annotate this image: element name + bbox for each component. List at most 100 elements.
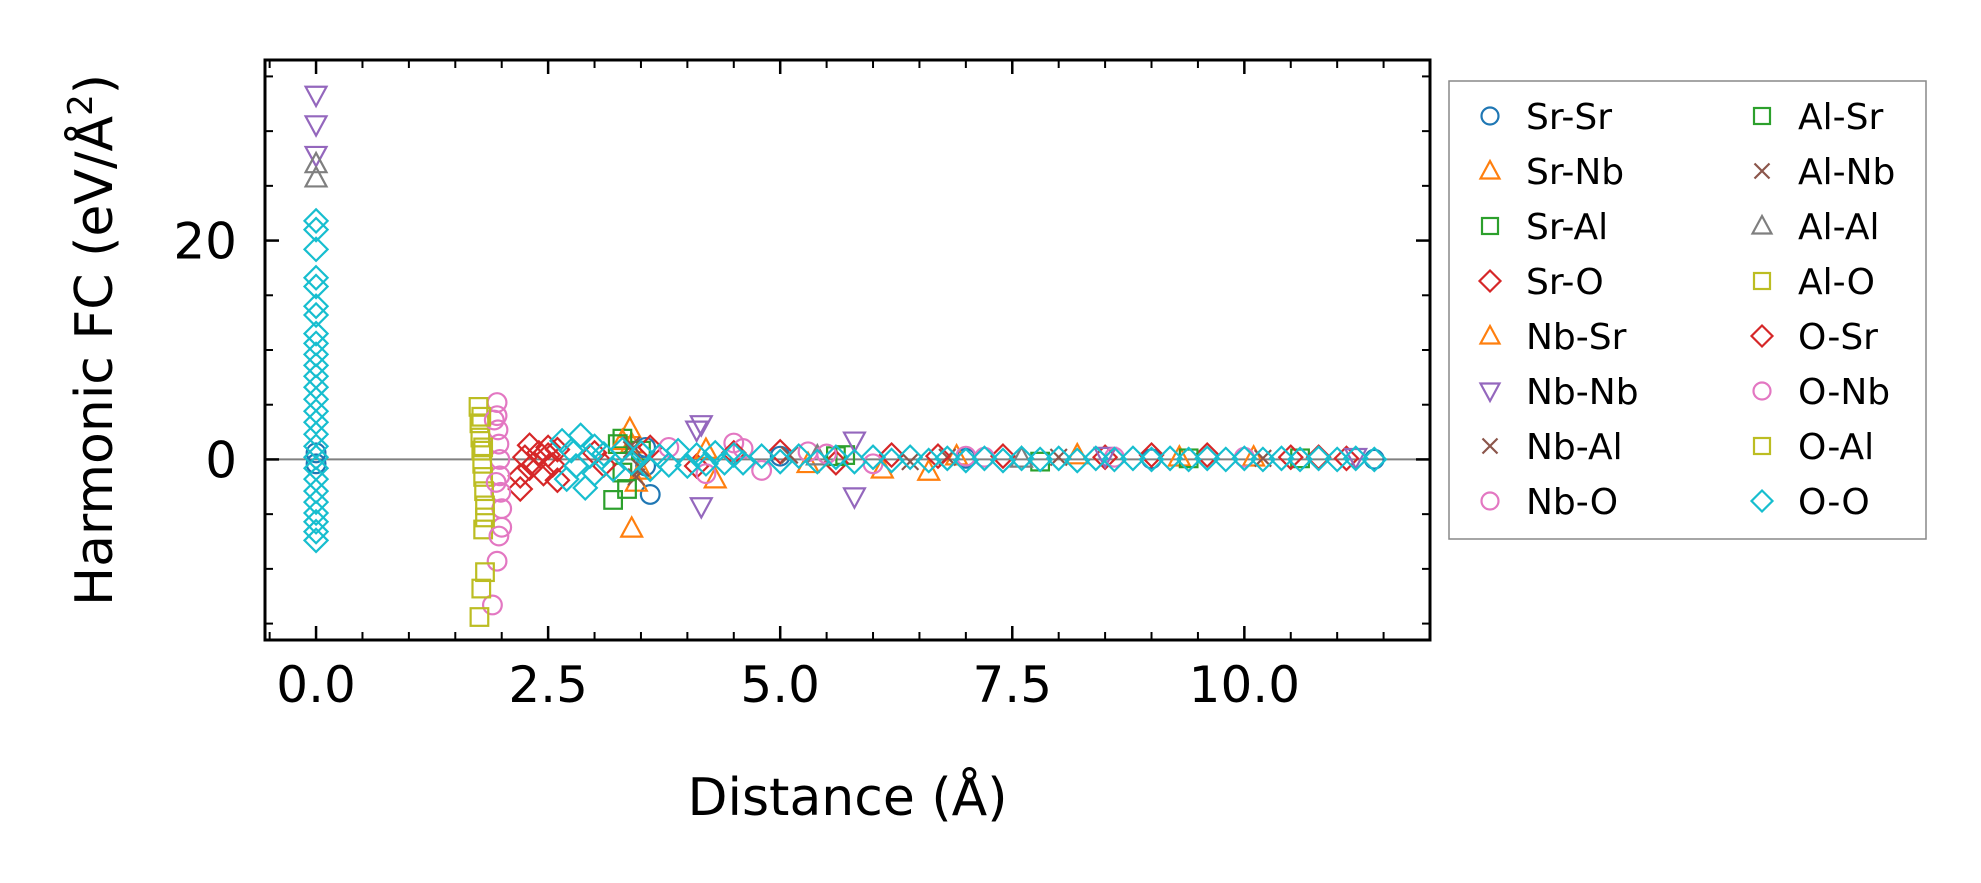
data-point-o-o xyxy=(1305,445,1332,472)
legend-label-nb-sr: Nb-Sr xyxy=(1526,317,1627,358)
legend-marker-o-sr xyxy=(1749,323,1775,349)
legend-item-o-sr: O-Sr xyxy=(1749,317,1878,358)
data-point-nb-nb xyxy=(1092,446,1118,470)
legend-label-o-al: O-Al xyxy=(1798,427,1874,468)
legend-label-o-o: O-O xyxy=(1798,482,1870,523)
data-point-nb-nb xyxy=(684,420,709,444)
data-point-nb-o xyxy=(751,459,773,481)
data-point-sr-o xyxy=(507,462,534,489)
data-point-o-sr xyxy=(1138,441,1165,469)
data-point-sr-o xyxy=(507,475,534,503)
legend-label-al-o: Al-O xyxy=(1798,262,1875,303)
data-point-sr-nb xyxy=(617,415,643,439)
legend-marker-nb-nb xyxy=(1478,382,1502,404)
data-point-nb-nb xyxy=(842,431,867,455)
data-point-o-o xyxy=(971,445,998,472)
data-point-o-o xyxy=(567,422,594,449)
data-point-o-o xyxy=(1361,446,1388,473)
data-point-o-o xyxy=(692,450,720,477)
legend-item-o-nb: O-Nb xyxy=(1752,372,1890,413)
data-point-o-o xyxy=(711,449,738,476)
data-point-nb-sr xyxy=(944,442,969,466)
data-point-o-o xyxy=(1082,445,1109,472)
data-point-o-o xyxy=(1156,445,1184,472)
data-point-o-o xyxy=(1212,446,1239,473)
x-tick-label: 10.0 xyxy=(1189,656,1300,714)
data-point-al-al xyxy=(1009,445,1034,468)
legend-marker-nb-al xyxy=(1481,437,1499,455)
data-point-o-sr xyxy=(535,434,562,461)
legend-item-al-sr: Al-Sr xyxy=(1752,97,1883,138)
plot-content xyxy=(265,85,1430,627)
legend-label-sr-nb: Sr-Nb xyxy=(1526,152,1624,193)
data-point-o-nb xyxy=(485,471,507,493)
series-al-o xyxy=(468,397,495,627)
data-point-al-o xyxy=(471,578,492,599)
legend-marker-o-o xyxy=(1749,488,1775,514)
data-point-o-o xyxy=(1119,445,1147,472)
data-point-nb-o xyxy=(695,463,717,485)
data-point-nb-nb xyxy=(303,115,329,138)
y-tick-label: 20 xyxy=(173,213,237,271)
y-axis-label-close: ) xyxy=(65,74,125,94)
data-point-o-o xyxy=(785,443,812,470)
series-sr-al xyxy=(603,428,1310,510)
series-al-al xyxy=(303,150,1034,468)
data-point-o-o xyxy=(729,449,757,476)
legend-label-nb-nb: Nb-Nb xyxy=(1526,372,1639,413)
data-point-o-o xyxy=(1342,445,1369,472)
legend-label-nb-o: Nb-O xyxy=(1526,482,1618,523)
data-point-o-o xyxy=(748,443,775,470)
data-point-o-o xyxy=(302,301,330,329)
data-point-nb-o xyxy=(490,481,512,503)
legend-box xyxy=(1448,80,1927,540)
data-point-o-o xyxy=(1268,445,1295,472)
data-point-nb-nb xyxy=(303,85,329,109)
legend-item-al-nb: Al-Nb xyxy=(1753,152,1895,193)
legend-marker-sr-sr xyxy=(1480,106,1500,126)
legend-item-nb-nb: Nb-Nb xyxy=(1478,372,1639,413)
legend-item-o-o: O-O xyxy=(1749,482,1870,523)
legend-marker-al-al xyxy=(1750,213,1774,235)
series-nb-o xyxy=(481,392,1255,616)
data-point-o-o xyxy=(302,273,330,300)
data-point-o-o xyxy=(302,508,330,535)
x-axis-label: Distance (Å) xyxy=(687,766,1007,828)
data-point-al-o xyxy=(475,495,495,516)
x-tick-label: 5.0 xyxy=(740,656,820,714)
data-point-o-o xyxy=(1249,446,1277,473)
legend-item-sr-al: Sr-Al xyxy=(1480,207,1608,248)
data-point-o-sr xyxy=(924,443,952,470)
data-point-o-al xyxy=(471,406,492,427)
legend-marker-nb-sr xyxy=(1478,323,1502,345)
data-point-o-o xyxy=(1324,446,1351,473)
series-o-o xyxy=(302,207,1388,554)
series-o-al xyxy=(471,406,495,528)
data-point-o-o xyxy=(302,264,330,291)
legend-marker-o-nb xyxy=(1752,381,1772,401)
data-point-o-o xyxy=(934,445,961,472)
data-point-sr-nb xyxy=(619,515,644,538)
legend-item-nb-sr: Nb-Sr xyxy=(1478,317,1627,358)
data-point-nb-nb xyxy=(688,497,714,520)
legend-item-o-al: O-Al xyxy=(1752,427,1874,468)
legend-label-sr-al: Sr-Al xyxy=(1526,207,1608,248)
data-point-o-o xyxy=(302,293,330,320)
data-point-al-o xyxy=(469,607,490,627)
data-point-sr-al xyxy=(603,490,624,510)
data-point-nb-al xyxy=(901,452,920,471)
data-point-al-o xyxy=(469,413,490,434)
data-point-sr-o xyxy=(539,451,566,479)
data-point-al-sr xyxy=(1178,448,1199,469)
data-point-o-o xyxy=(1138,446,1165,473)
data-point-sr-o xyxy=(544,467,571,494)
series-sr-nb xyxy=(617,415,1266,538)
data-point-o-o xyxy=(1175,446,1202,473)
data-point-o-o xyxy=(1045,445,1072,472)
legend-marker-nb-o xyxy=(1480,491,1500,511)
legend-label-al-nb: Al-Nb xyxy=(1798,152,1895,193)
y-axis-label-superscript: 2 xyxy=(61,94,101,116)
data-point-nb-nb xyxy=(303,145,329,169)
legend-label-sr-sr: Sr-Sr xyxy=(1526,97,1612,138)
